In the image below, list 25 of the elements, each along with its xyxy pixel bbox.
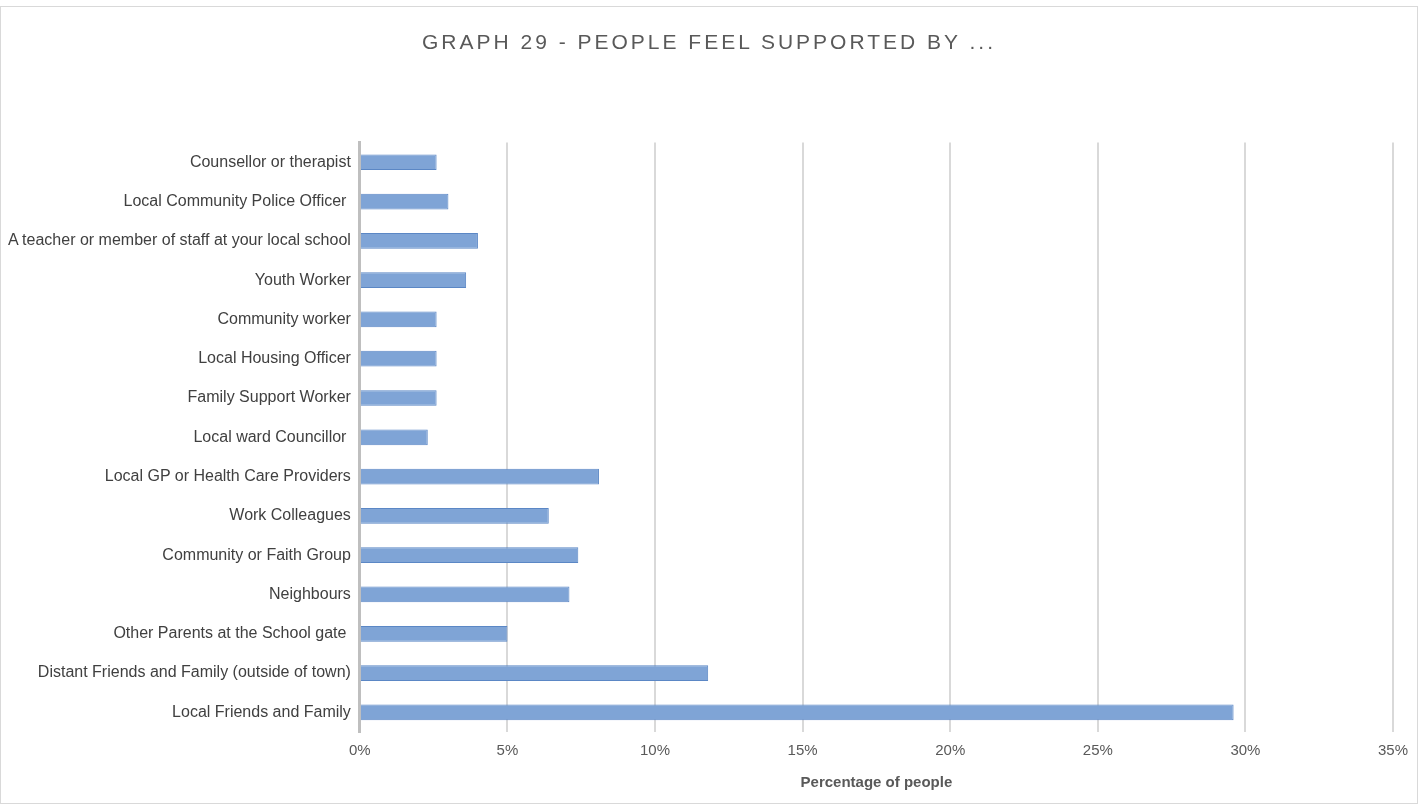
x-tick-label: 5%: [496, 741, 519, 759]
x-axis-title: Percentage of people: [800, 773, 953, 791]
y-tick-label: Distant Friends and Family (outside of town): [37, 663, 351, 681]
x-tick-label: 30%: [1230, 741, 1261, 759]
chart-title: GRAPH 29 - PEOPLE FEEL SUPPORTED BY ...: [420, 30, 998, 54]
y-tick-label: Local GP or Health Care Providers: [104, 467, 351, 484]
y-tick-label: Community worker: [217, 309, 352, 327]
x-tick-label: 35%: [1377, 741, 1408, 759]
y-tick-label: Other Parents at the School gate: [113, 624, 351, 642]
y-tick-label: A teacher or member of staff at your local school: [7, 231, 351, 249]
x-tick-label: 15%: [787, 741, 818, 759]
y-tick-label: Local ward Councillor: [193, 427, 351, 445]
y-tick-label: Work Colleagues: [229, 506, 351, 524]
y-tick-label: Neighbours: [269, 584, 351, 602]
y-tick-label: Family Support Worker: [187, 388, 352, 406]
x-tick-label: 25%: [1082, 741, 1113, 759]
y-tick-label: Community or Faith Group: [162, 545, 351, 563]
y-tick-label: Youth Worker: [254, 270, 352, 288]
y-tick-label: Local Community Police Officer: [123, 191, 351, 209]
y-tick-label: Counsellor or therapist: [189, 152, 352, 170]
x-tick-label: 10%: [640, 741, 671, 759]
x-tick-label: 0%: [349, 741, 371, 759]
x-tick-label: 20%: [935, 741, 966, 759]
y-tick-label: Local Housing Officer: [198, 349, 352, 367]
y-tick-label: Local Friends and Family: [172, 702, 351, 720]
